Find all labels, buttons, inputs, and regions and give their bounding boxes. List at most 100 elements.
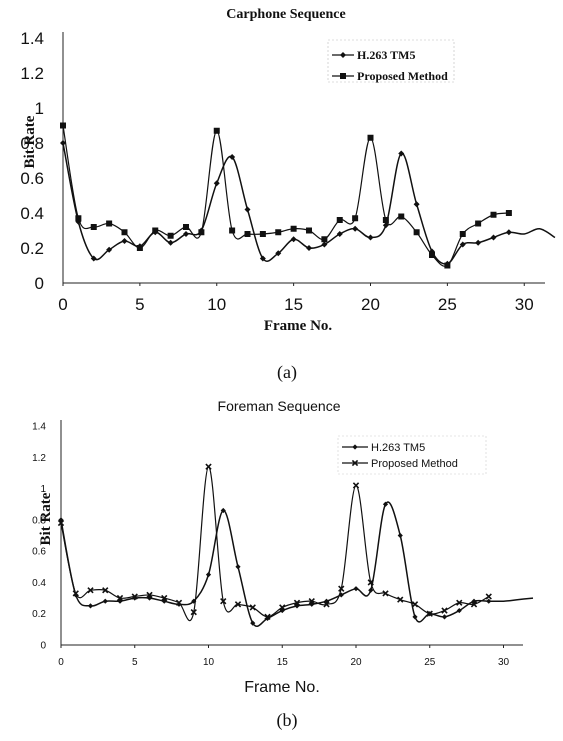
legend-entry: Proposed Method [342, 458, 458, 470]
data-point [444, 262, 451, 269]
chart-caption: (b) [277, 710, 298, 731]
series-h263-tm5 [58, 501, 534, 628]
data-point [338, 592, 344, 598]
legend: H.263 TM5 Proposed Method [337, 435, 487, 475]
data-point [470, 601, 478, 608]
data-point [352, 444, 358, 450]
legend-entries: H.263 TM5 Proposed Method [332, 48, 448, 83]
y-ticks: 0 0.2 0.4 0.6 0.8 1 1.2 1.4 [20, 29, 44, 293]
y-tick-label: 0.6 [20, 169, 44, 188]
y-tick-label: 0.2 [20, 239, 44, 258]
data-point [131, 593, 138, 600]
data-point [367, 234, 374, 241]
data-point [213, 180, 220, 187]
data-point [306, 245, 312, 251]
data-point [490, 234, 497, 241]
data-point [250, 620, 256, 626]
data-point [293, 599, 301, 606]
data-point [475, 220, 482, 227]
chart-carphone: Carphone Sequence Bit Rate Frame No. (a)… [20, 7, 556, 383]
legend-box [337, 435, 487, 475]
data-point [220, 507, 226, 514]
data-point [264, 613, 271, 621]
data-point [183, 224, 189, 230]
data-point [353, 586, 359, 592]
data-point [306, 227, 312, 234]
x-tick-label: 20 [350, 657, 362, 668]
legend-label: H.263 TM5 [357, 48, 415, 62]
y-tick-label: 1 [35, 99, 44, 118]
data-point [382, 590, 389, 597]
y-tick-label: 0.2 [32, 609, 46, 620]
data-point [398, 150, 405, 157]
x-tick-label: 20 [361, 295, 380, 314]
data-point [486, 598, 492, 604]
data-point [220, 598, 227, 605]
data-point [75, 215, 82, 222]
x-tick-label: 5 [132, 657, 138, 668]
data-point [229, 227, 236, 234]
data-point [368, 587, 374, 593]
legend-entry: H.263 TM5 [342, 442, 425, 454]
data-point [321, 236, 328, 243]
y-tick-label: 0.8 [32, 515, 46, 526]
data-point [321, 241, 328, 248]
data-point [294, 603, 300, 609]
data-point [116, 594, 124, 602]
data-point [397, 596, 404, 603]
data-point [429, 252, 435, 258]
data-point [336, 217, 343, 223]
data-point [161, 598, 167, 604]
x-tick-label: 30 [515, 295, 534, 314]
data-point [323, 601, 330, 608]
legend-label: Proposed Method [357, 69, 448, 83]
data-point [175, 599, 183, 606]
data-point [459, 231, 466, 237]
y-tick-label: 0.8 [20, 134, 44, 153]
data-point [259, 231, 266, 237]
data-point [102, 587, 109, 594]
series-proposed-method [57, 463, 492, 622]
y-tick-label: 1 [40, 484, 46, 495]
data-point [167, 232, 174, 239]
data-point [60, 140, 66, 146]
data-point [290, 225, 297, 232]
y-tick-label: 0.4 [32, 578, 46, 589]
x-tick-label: 15 [277, 657, 289, 668]
data-point [244, 231, 251, 237]
y-tick-label: 1.2 [32, 453, 46, 464]
data-point [213, 127, 220, 134]
x-tick-label: 25 [424, 657, 436, 668]
data-point [57, 519, 65, 527]
data-point [136, 245, 143, 251]
x-axis-label: Frame No. [244, 679, 320, 696]
data-point [205, 572, 212, 578]
data-point [152, 227, 159, 234]
x-tick-label: 5 [135, 295, 144, 314]
data-point [234, 601, 242, 608]
data-point [382, 217, 389, 223]
data-point [397, 532, 403, 539]
x-tick-label: 25 [438, 295, 457, 314]
data-point [87, 587, 94, 594]
data-point [90, 224, 97, 230]
chart-caption: (a) [277, 362, 297, 383]
x-ticks: 0 5 10 15 20 25 30 [58, 283, 534, 314]
data-point [412, 614, 418, 620]
legend-entry: H.263 TM5 [332, 48, 415, 62]
data-point [279, 604, 286, 611]
chart-title: Carphone Sequence [226, 7, 345, 22]
data-point [146, 591, 153, 599]
data-point [58, 517, 64, 523]
data-point [106, 246, 113, 253]
data-point [190, 608, 197, 616]
data-point [352, 482, 360, 489]
x-tick-label: 10 [203, 657, 215, 668]
x-tick-label: 0 [58, 657, 64, 668]
data-point [275, 229, 282, 236]
data-point [340, 73, 346, 79]
series-h263-tm5 [60, 140, 556, 267]
chart-title: Foreman Sequence [218, 398, 341, 414]
data-point [264, 615, 271, 622]
